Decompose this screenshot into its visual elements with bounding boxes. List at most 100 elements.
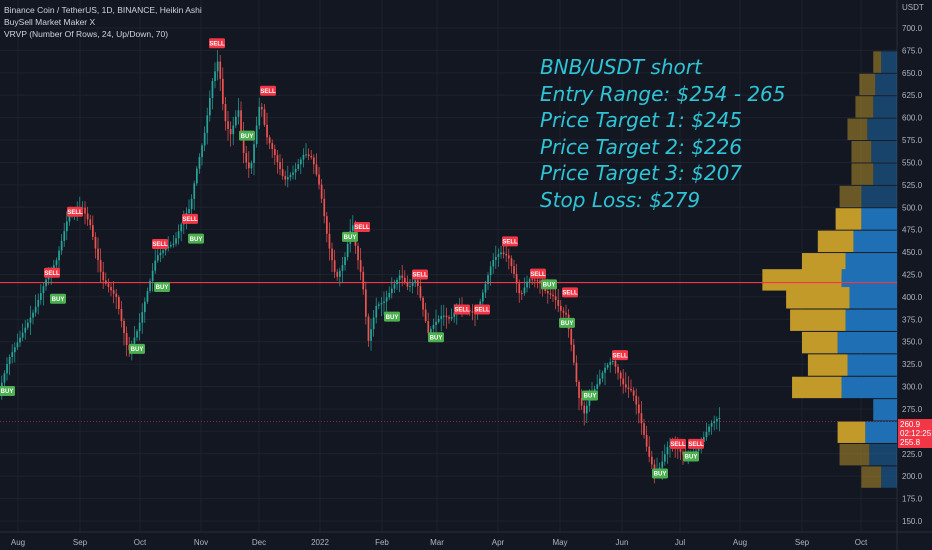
candle-body xyxy=(32,312,34,318)
buy-signal-box xyxy=(582,390,598,401)
sell-signal-box xyxy=(688,438,704,449)
candle-body xyxy=(640,413,643,424)
candle-body xyxy=(310,155,313,158)
candle-body xyxy=(245,153,248,163)
current-price-value: 260.9 xyxy=(900,420,921,429)
candle-body xyxy=(172,243,175,246)
candle-body xyxy=(383,301,385,303)
candle-body xyxy=(523,287,526,294)
buy-signal-marker: BUY xyxy=(0,386,15,397)
candle-body xyxy=(359,260,362,272)
candle-body xyxy=(443,315,445,317)
volume-profile-up-bar xyxy=(841,376,897,399)
price-tick-label: 350.0 xyxy=(902,338,923,347)
sell-signal-label: SELL xyxy=(454,308,470,314)
candle-body xyxy=(279,162,281,170)
candle-body xyxy=(258,106,261,126)
candle-body xyxy=(622,378,625,385)
candle-body xyxy=(219,61,222,79)
candle-body xyxy=(198,157,201,169)
candle-body xyxy=(188,209,190,213)
price-tick-label: 525.0 xyxy=(902,181,923,190)
buy-signal-box xyxy=(541,279,557,290)
indicator-label-buysell[interactable]: BuySell Market Maker X xyxy=(4,17,96,27)
candle-body xyxy=(536,280,539,282)
candle-body xyxy=(255,125,258,145)
candle-body xyxy=(385,297,388,302)
candle-body xyxy=(599,378,601,385)
candle-body xyxy=(518,283,521,294)
sell-signal-marker: SELL xyxy=(454,304,470,315)
candle-body xyxy=(274,149,276,156)
volume-profile-up-bar xyxy=(845,253,897,275)
buy-signal-marker: BUY xyxy=(50,293,66,304)
candle-body xyxy=(328,233,331,249)
price-tick-label: 550.0 xyxy=(902,158,923,167)
sell-signal-marker: SELL xyxy=(474,304,490,315)
candle-body xyxy=(375,305,378,318)
buy-signal-label: BUY xyxy=(156,285,169,291)
volume-profile-up-bar xyxy=(881,51,897,73)
sell-signal-box xyxy=(260,85,276,96)
candle-body xyxy=(138,322,141,332)
candle-body xyxy=(313,157,315,165)
sell-signal-label: SELL xyxy=(152,242,168,248)
volume-profile-down-bar xyxy=(792,376,842,399)
candle-body xyxy=(539,280,541,284)
candle-body xyxy=(645,434,648,447)
sell-signal-box xyxy=(474,304,490,315)
candle-body xyxy=(11,352,14,358)
candle-body xyxy=(703,437,705,443)
candle-body xyxy=(341,265,344,271)
candle-body xyxy=(133,337,136,344)
volume-profile-down-bar xyxy=(835,208,862,230)
candle-body xyxy=(157,255,159,261)
candle-body xyxy=(365,289,367,317)
candle-body xyxy=(513,266,515,274)
price-tick-label: 225.0 xyxy=(902,450,923,459)
candle-body xyxy=(510,258,513,267)
candle-body xyxy=(271,143,274,150)
candle-body xyxy=(240,110,242,132)
volume-profile-down-bar xyxy=(859,73,876,96)
candle-body xyxy=(557,300,560,306)
sell-signal-marker: SELL xyxy=(67,206,83,217)
bar-countdown: 02:12:25 xyxy=(900,429,932,438)
buy-signal-box xyxy=(239,130,255,141)
volume-profile-up-bar xyxy=(873,399,897,421)
candle-body xyxy=(203,132,206,146)
candle-body xyxy=(492,259,495,267)
lower-price-label: 255.8 xyxy=(898,437,932,448)
symbol-label[interactable]: Binance Coin / TetherUS, 1D, BINANCE, He… xyxy=(4,5,202,15)
time-tick-label: Oct xyxy=(134,538,147,547)
time-tick-label: Sep xyxy=(73,538,88,547)
price-target-3: Price Target 3: $207 xyxy=(540,161,743,185)
candle-body xyxy=(294,168,297,173)
indicator-label-vrvp[interactable]: VRVP (Number Of Rows, 24, Up/Down, 70) xyxy=(4,29,169,39)
sell-signal-box xyxy=(530,268,546,279)
candle-body xyxy=(437,318,440,322)
candle-body xyxy=(604,367,606,373)
candle-body xyxy=(235,116,237,126)
candle-body xyxy=(284,176,287,180)
time-tick-label: Sep xyxy=(795,538,810,547)
price-tick-label: 325.0 xyxy=(902,360,923,369)
candle-body xyxy=(505,253,508,256)
candle-body xyxy=(565,312,567,315)
candle-body xyxy=(440,315,443,319)
candle-body xyxy=(508,255,510,259)
sell-signal-label: SELL xyxy=(530,272,546,278)
candle-body xyxy=(583,405,586,414)
candle-body xyxy=(648,446,651,457)
candle-body xyxy=(201,145,203,158)
buy-signal-box xyxy=(154,282,170,293)
sell-signal-label: SELL xyxy=(670,442,686,448)
candle-body xyxy=(66,221,68,232)
sell-signal-marker: SELL xyxy=(152,239,168,250)
candle-body xyxy=(393,284,396,289)
candle-body xyxy=(716,419,718,422)
sell-signal-label: SELL xyxy=(354,225,370,231)
volume-profile-down-bar xyxy=(790,309,846,331)
price-target-1: Price Target 1: $245 xyxy=(540,108,743,132)
